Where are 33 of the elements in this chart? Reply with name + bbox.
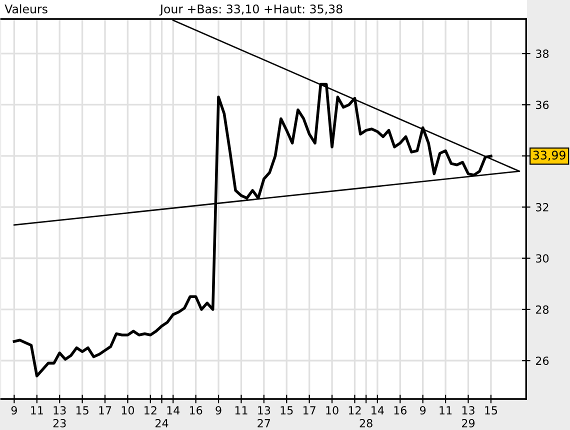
y-tick-label: 38 <box>536 50 549 58</box>
y-tick-label: 30 <box>536 254 549 263</box>
x-tick-label: 28 <box>360 419 372 428</box>
x-tick-label: 15 <box>76 406 88 415</box>
x-tick-label: 17 <box>303 406 316 414</box>
x-tick-label: 9 <box>216 406 222 415</box>
x-tick-label: 14 <box>167 406 180 414</box>
x-tick-label: 13 29 <box>462 406 475 428</box>
y-tick-label: 32 <box>536 203 548 212</box>
x-tick-label: 11 <box>31 406 43 414</box>
y-tick-label: 26 <box>536 356 549 365</box>
y-tick-label: 28 <box>536 305 549 314</box>
chart-subtitle: Jour +Bas: 33,10 +Haut: 35,38 <box>159 4 342 16</box>
x-tick-label: 24 <box>156 419 168 428</box>
x-tick-label: 10 <box>122 406 134 415</box>
x-tick-label: 10 <box>326 406 338 415</box>
chart-title: Valeurs <box>4 4 48 14</box>
x-tick-label: 15 <box>485 406 498 415</box>
x-tick-label: 13 27 <box>258 406 270 428</box>
x-tick-label: 14 <box>372 406 384 414</box>
x-tick-label: 12 <box>144 406 156 414</box>
x-tick-label: 11 <box>235 406 248 414</box>
x-tick-label: 17 <box>99 406 112 414</box>
x-tick-label: 9 <box>11 406 17 415</box>
x-tick-label: 16 <box>190 406 202 415</box>
x-tick-label: 16 <box>394 406 407 415</box>
text: 33,99 <box>533 150 566 161</box>
x-tick-label: 11 <box>440 406 452 414</box>
x-tick-label: 13 23 <box>53 406 66 428</box>
x-tick-label: 15 <box>280 406 293 415</box>
y-tick-label: 36 <box>536 100 549 110</box>
x-tick-label: 9 <box>420 406 426 415</box>
x-tick-label: 12 <box>348 406 361 414</box>
